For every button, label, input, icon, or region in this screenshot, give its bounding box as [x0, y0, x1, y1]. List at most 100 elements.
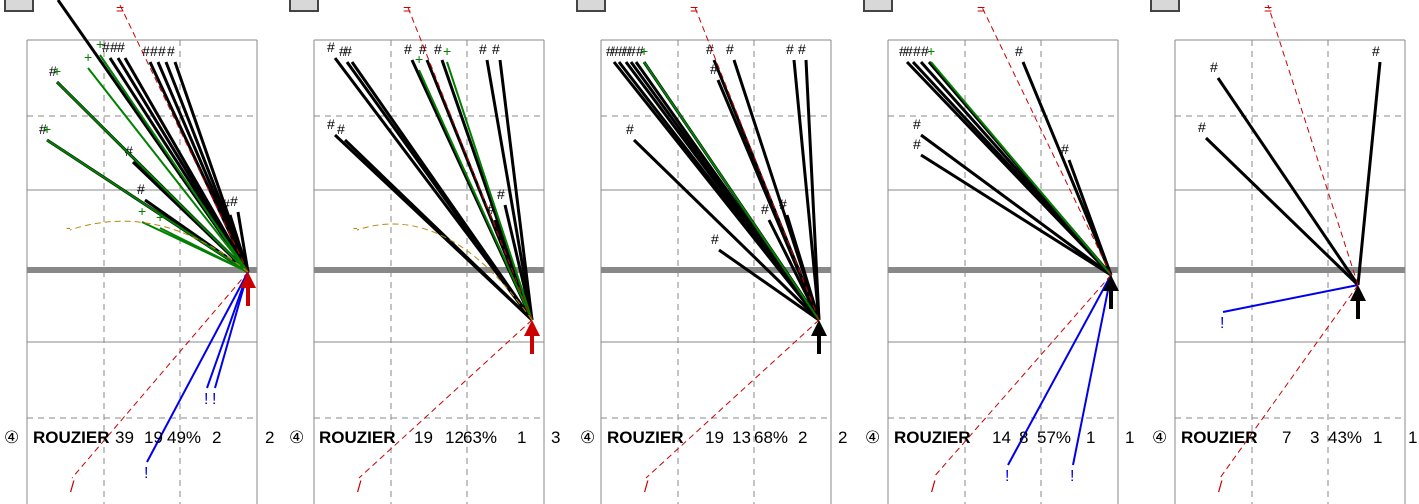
player-name: ROUZIER	[607, 428, 684, 447]
number-circle: ④	[4, 428, 20, 448]
ray-label: =	[116, 1, 124, 17]
ray-label: !	[1220, 315, 1224, 332]
ray-label: +	[138, 203, 146, 219]
panel-tab[interactable]	[576, 0, 606, 12]
ray-label: #	[327, 39, 335, 55]
ray-label: =	[977, 1, 985, 17]
ray-label: #	[39, 121, 47, 137]
stat-a: 1	[1373, 428, 1383, 447]
player-name: ROUZIER	[319, 428, 396, 447]
stat-a: 2	[798, 428, 808, 447]
stat-a: 2	[212, 428, 222, 447]
blue-ray	[1072, 274, 1112, 466]
gold-dashed-curve	[69, 220, 249, 273]
player-name: ROUZIER	[1181, 428, 1258, 447]
ray-label: #	[137, 181, 145, 197]
ray-group: # # #! / =	[1198, 1, 1382, 496]
ray-label: +	[927, 43, 935, 59]
ray-label: =	[403, 1, 411, 17]
black-ray	[498, 59, 534, 321]
blue-ray	[214, 271, 249, 389]
ray-label: #	[913, 43, 921, 59]
ray-label: /	[1218, 479, 1223, 496]
panel-tab[interactable]	[863, 0, 893, 12]
red-dashed-ray	[1219, 284, 1359, 479]
stat-made: 12	[445, 428, 464, 447]
stat-total: 39	[115, 428, 134, 447]
green-ray	[418, 69, 533, 321]
panel-4-info: ④ ROUZIER 14 8 57% 1 1	[861, 428, 1148, 448]
black-ray	[718, 248, 820, 322]
shooter-arrow	[524, 320, 540, 336]
panel-1-info: ④ ROUZIER 39 19 49% 2 2	[0, 428, 287, 448]
black-ray	[236, 211, 250, 273]
ray-label: #	[706, 41, 714, 57]
ray-label: #	[117, 39, 125, 55]
ray-label: #	[327, 116, 335, 132]
ray-label: +	[84, 49, 92, 65]
stat-b: 3	[551, 428, 561, 447]
stat-pct: 68%	[754, 428, 789, 447]
baseline-bar	[1175, 267, 1405, 273]
panel-4-chart: ## # # ### #+! !/=	[887, 1, 1119, 504]
red-dashed-ray	[1267, 4, 1359, 286]
green-ray	[87, 67, 249, 273]
ray-label: #	[479, 41, 487, 57]
panel-3-info: ④ ROUZIER 19 13 68% 2 2	[574, 428, 861, 448]
panel-tab[interactable]	[289, 0, 319, 12]
shooter-arrow	[240, 272, 256, 288]
black-ray	[1216, 77, 1360, 286]
panel-5-chart: # # #! / =	[1174, 1, 1406, 504]
green-ray	[99, 54, 249, 273]
panel-tab[interactable]	[4, 0, 34, 12]
ray-label: #	[158, 43, 166, 59]
ray-label: -	[66, 219, 71, 235]
baseline-bar	[27, 267, 257, 273]
ray-label: +	[443, 43, 451, 59]
ray-label: #	[798, 41, 806, 57]
panel-5-info: ④ ROUZIER 7 3 43% 1 1	[1148, 428, 1419, 448]
black-ray	[503, 204, 534, 321]
stat-pct: 49%	[167, 428, 202, 447]
gold-dashed-curve	[356, 223, 533, 321]
ray-group: # ### ## # # # ###+ +/=-	[327, 1, 540, 496]
ray-label: #	[404, 41, 412, 57]
ray-label: /	[644, 479, 649, 496]
ray-label: #	[487, 201, 495, 217]
stat-b: 1	[1408, 428, 1418, 447]
ray-label: #	[339, 43, 347, 59]
stat-total: 19	[414, 428, 433, 447]
panel-tab[interactable]	[1150, 0, 1180, 12]
ray-label: #	[434, 41, 442, 57]
panel-1-chart: ##############++++++!!!/=-	[26, 0, 258, 504]
stat-made: 8	[1019, 428, 1029, 447]
ray-label: #	[222, 196, 230, 212]
blue-ray	[146, 271, 249, 463]
stat-made: 3	[1310, 428, 1320, 447]
ray-label: #	[142, 43, 150, 59]
ray-label: #	[913, 136, 921, 152]
blue-ray	[206, 271, 249, 389]
ray-label: !	[1005, 468, 1009, 485]
ray-label: +	[53, 63, 61, 79]
stat-total: 19	[705, 428, 724, 447]
stat-pct: 63%	[463, 428, 498, 447]
blue-ray	[1007, 274, 1112, 466]
red-dashed-ray	[645, 319, 820, 479]
black-ray	[785, 214, 821, 321]
stat-made: 13	[732, 428, 751, 447]
stat-a: 1	[1086, 428, 1096, 447]
ray-label: #	[102, 39, 110, 55]
ray-label: #	[786, 41, 794, 57]
ray-label: =	[690, 1, 698, 17]
ray-label: #	[628, 43, 636, 59]
ray-label: /	[357, 479, 362, 496]
ray-label: #	[125, 143, 133, 159]
ray-label: #	[1210, 59, 1218, 75]
panel-3-chart: ## ### # # # # ### ###+/=	[600, 1, 832, 504]
red-dashed-ray	[119, 4, 249, 273]
black-ray	[343, 138, 534, 322]
black-ray	[123, 57, 250, 273]
ray-label: -	[353, 219, 358, 235]
ray-label: #	[110, 39, 118, 55]
